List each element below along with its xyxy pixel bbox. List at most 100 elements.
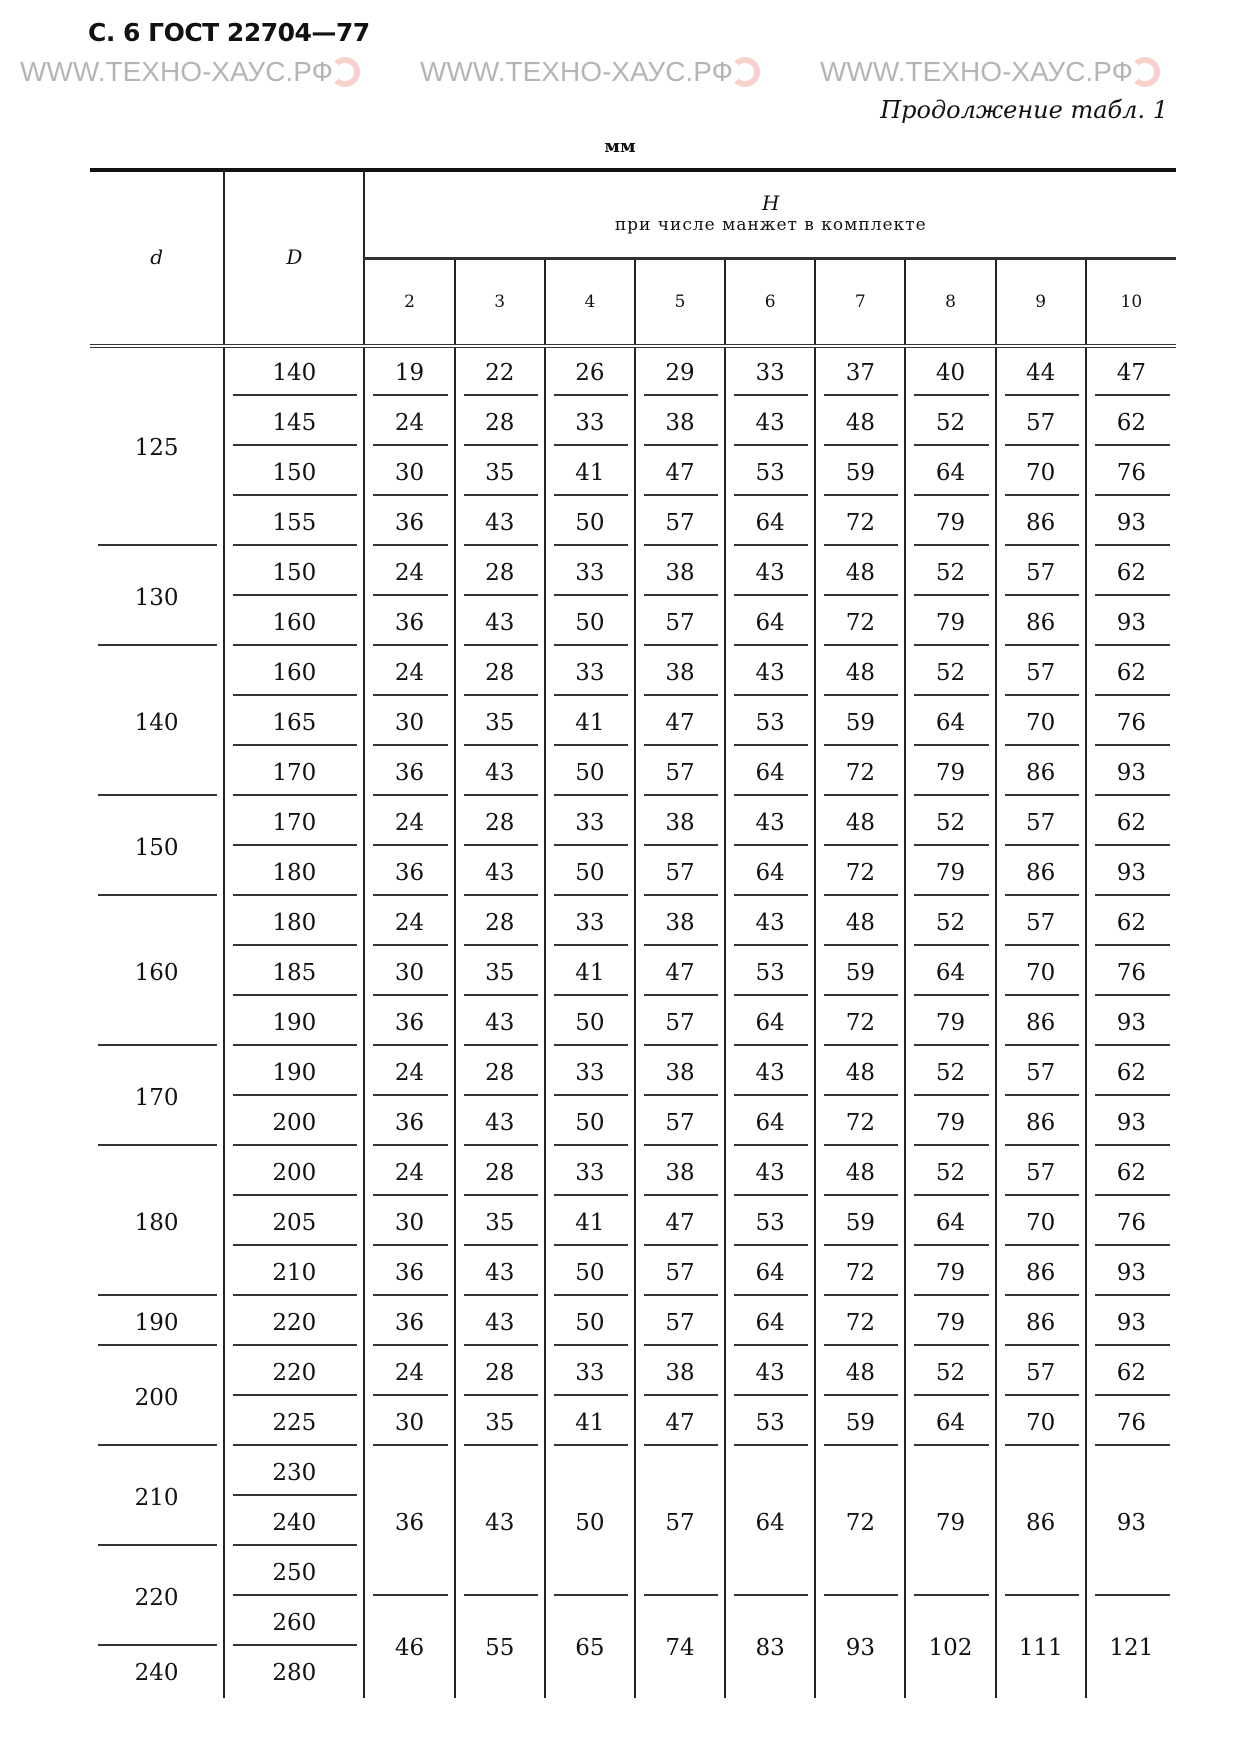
H-value: 64 [755, 1510, 785, 1536]
cell-underline [233, 1444, 358, 1446]
table-row: 220 250 [90, 1548, 1176, 1646]
cell-underline [914, 1444, 989, 1446]
unit-label: мм [604, 136, 636, 157]
cell-underline [553, 1144, 628, 1146]
D-value: 205 [272, 1210, 317, 1236]
table-row: 240 [90, 1498, 1176, 1548]
cell-underline [233, 1544, 358, 1546]
cell-underline [914, 694, 989, 696]
cell-underline [233, 744, 358, 746]
H-value: 57 [1026, 1160, 1056, 1186]
cell-underline [643, 494, 719, 496]
table-row: 150 30 35 41 47 53 59 64 70 76 [90, 448, 1176, 498]
cell-underline [914, 1294, 989, 1296]
cell-underline [1004, 1444, 1079, 1446]
D-value: 225 [272, 1410, 317, 1436]
table-row: 210 36 43 50 57 64 72 79 86 93 [90, 1248, 1176, 1298]
H-value: 50 [575, 1310, 605, 1336]
cell-underline [914, 744, 989, 746]
H-value: 48 [845, 1160, 875, 1186]
H-value: 38 [665, 1060, 695, 1086]
cell-underline [233, 1244, 358, 1246]
cell-underline [1004, 844, 1079, 846]
cell-underline [643, 1094, 719, 1096]
cell-underline [1094, 794, 1170, 796]
H-value: 65 [575, 1635, 605, 1661]
D-value: 220 [272, 1360, 317, 1386]
cell-underline [734, 594, 809, 596]
H-value: 52 [935, 1360, 966, 1386]
H-value: 35 [485, 460, 515, 486]
H-value: 35 [485, 1210, 515, 1236]
cell-underline [233, 844, 358, 846]
table-row: 140 160 24 28 33 38 43 48 52 57 62 [90, 648, 1176, 796]
H-value: 57 [665, 860, 695, 886]
cell-underline [1094, 1294, 1170, 1296]
H-value: 47 [665, 960, 695, 986]
H-value: 36 [394, 510, 425, 536]
H-value: 28 [485, 1160, 515, 1186]
d-cell: 150 [90, 798, 224, 898]
cell-underline [914, 444, 989, 446]
header-H-subtitle: при числе манжет в комплекте [614, 215, 927, 236]
cell-underline [233, 1194, 358, 1196]
cell-underline [1094, 1044, 1170, 1046]
cell-underline [373, 394, 448, 396]
H-value: 43 [755, 410, 785, 436]
cell-underline [824, 1394, 899, 1396]
cell-underline [1094, 1444, 1170, 1446]
H-value: 57 [665, 1510, 695, 1536]
cell-underline [914, 1394, 989, 1396]
table-row: 190 220 36 43 50 57 64 72 79 86 93 [90, 1298, 1176, 1348]
H-value: 36 [394, 1510, 425, 1536]
table-row: 190 36 43 50 57 64 72 79 86 93 [90, 998, 1176, 1048]
H-value: 52 [935, 1160, 966, 1186]
cell-underline [1094, 994, 1170, 996]
cell-underline [373, 1194, 448, 1196]
cell-underline [824, 494, 899, 496]
cell-underline [643, 944, 719, 946]
D-value: 280 [272, 1660, 317, 1686]
d-value: 220 [134, 1585, 179, 1611]
cell-underline [1004, 594, 1079, 596]
cell-underline [824, 1244, 899, 1246]
cell-underline [914, 1594, 989, 1596]
H-value: 64 [935, 710, 966, 736]
cell-underline [1004, 444, 1079, 446]
H-value: 41 [575, 1410, 605, 1436]
header-D: D [223, 170, 365, 348]
cell-underline [98, 1444, 218, 1446]
cell-underline [553, 744, 628, 746]
H-value: 43 [755, 1160, 785, 1186]
cell-underline [553, 694, 628, 696]
H-value: 64 [755, 860, 785, 886]
H-value: 52 [935, 410, 966, 436]
H-value: 76 [1116, 1410, 1146, 1436]
H-value: 62 [1116, 910, 1146, 936]
cell-underline [373, 444, 448, 446]
H-value: 47 [665, 710, 695, 736]
H-value: 43 [485, 610, 515, 636]
cell-underline [463, 794, 538, 796]
cell-underline [463, 394, 538, 396]
d-cell: 180 [90, 1148, 224, 1298]
H-value: 43 [485, 1010, 515, 1036]
cell-underline [373, 1394, 448, 1396]
cell-underline [1094, 744, 1170, 746]
cell-underline [734, 1244, 809, 1246]
H-value: 29 [665, 360, 695, 386]
H-value: 93 [1116, 860, 1146, 886]
cell-underline [914, 1094, 989, 1096]
H-value: 62 [1116, 810, 1146, 836]
cell-underline [553, 844, 628, 846]
cell-underline [643, 644, 719, 646]
H-value: 52 [935, 660, 966, 686]
cell-underline [734, 494, 809, 496]
H-value: 64 [755, 760, 785, 786]
cell-underline [1004, 1094, 1079, 1096]
cell-underline [734, 1194, 809, 1196]
H-value: 72 [845, 1260, 875, 1286]
H-value: 79 [935, 1510, 966, 1536]
H-value: 62 [1116, 1360, 1146, 1386]
H-value: 24 [394, 1160, 425, 1186]
